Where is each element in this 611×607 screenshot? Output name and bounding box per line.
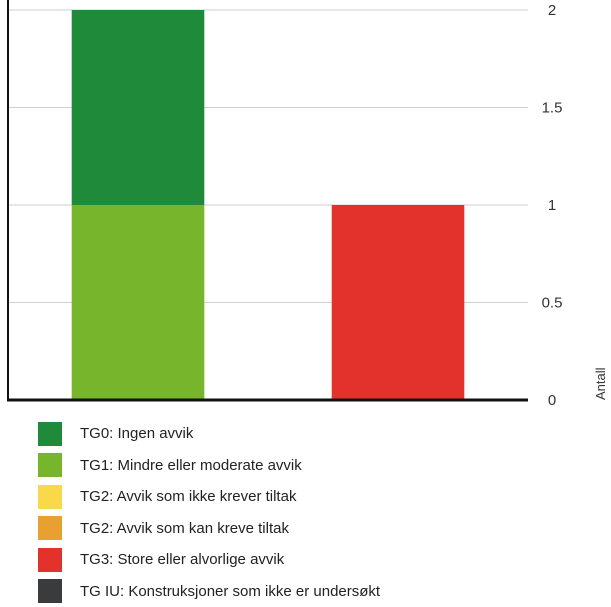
legend-swatch [38, 485, 62, 509]
y-tick-labels: 0 0.5 1 1.5 2 [542, 2, 563, 409]
y-tick-label: 2 [548, 2, 556, 19]
bar-tg3-2 [332, 205, 465, 400]
bar-tg1-1 [72, 205, 205, 400]
legend-swatch [38, 453, 62, 477]
legend-label: TG2: Avvik som kan kreve tiltak [80, 520, 289, 537]
y-tick-label: 1.5 [542, 100, 563, 117]
y-tick-label: 1 [548, 197, 556, 214]
y-tick-label: 0 [548, 392, 556, 409]
legend-label: TG1: Mindre eller moderate avvik [80, 457, 302, 474]
legend-item: TG1: Mindre eller moderate avvik [38, 450, 380, 482]
legend: TG0: Ingen avvik TG1: Mindre eller modera… [38, 418, 380, 607]
legend-item: TG IU: Konstruksjoner som ikke er unders… [38, 576, 380, 607]
legend-swatch [38, 516, 62, 540]
y-tick-label: 0.5 [542, 295, 563, 312]
legend-label: TG IU: Konstruksjoner som ikke er unders… [80, 583, 380, 600]
stacked-bar-chart: 0 0.5 1 1.5 2 Antall [0, 0, 611, 415]
y-axis-title: Antall [593, 367, 608, 400]
legend-item: TG2: Avvik som kan kreve tiltak [38, 513, 380, 545]
legend-swatch [38, 422, 62, 446]
bar-tg0-1 [72, 10, 205, 205]
legend-label: TG3: Store eller alvorlige avvik [80, 551, 284, 568]
legend-item: TG0: Ingen avvik [38, 418, 380, 450]
legend-label: TG2: Avvik som ikke krever tiltak [80, 488, 296, 505]
legend-swatch [38, 548, 62, 572]
legend-item: TG2: Avvik som ikke krever tiltak [38, 481, 380, 513]
legend-item: TG3: Store eller alvorlige avvik [38, 544, 380, 576]
legend-swatch [38, 579, 62, 603]
legend-label: TG0: Ingen avvik [80, 425, 193, 442]
